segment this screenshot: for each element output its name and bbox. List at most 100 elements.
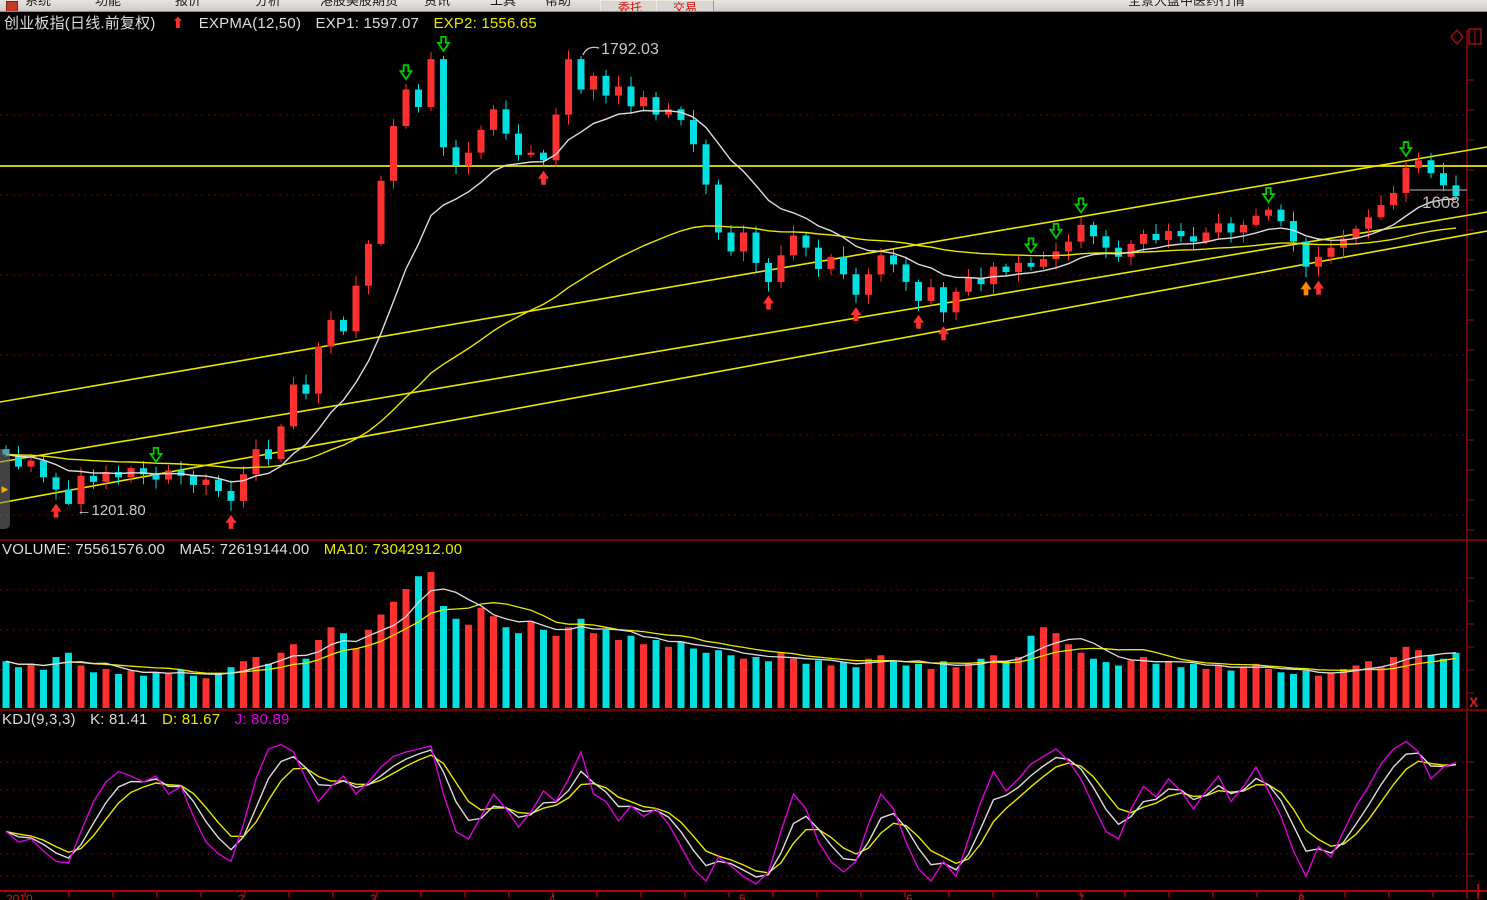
candle-body [227, 490, 235, 501]
volume-bar [540, 629, 547, 708]
candle-body [952, 291, 960, 313]
volume-bar [602, 629, 610, 708]
candle-body [1102, 236, 1110, 248]
candle-body [1315, 256, 1322, 267]
candle-body [1090, 224, 1097, 237]
volume-bar [552, 635, 560, 708]
trend-line[interactable] [0, 230, 1487, 504]
volume-bar [265, 663, 272, 708]
kdj-header: KDJ(9,3,3) K: 81.41 D: 81.67 J: 80.89 [2, 711, 300, 728]
volume-bar [1340, 668, 1347, 708]
trend-line[interactable] [0, 146, 1487, 403]
volume-bar [740, 658, 747, 708]
candle-body [490, 109, 497, 130]
volume-bar [865, 658, 872, 708]
menu-right-text[interactable]: 全景大盘中医药行情 [1128, 0, 1246, 8]
volume-bar [1102, 662, 1110, 708]
volume-bar [627, 635, 635, 708]
sidebar-expand-tab[interactable]: ▶ [0, 449, 10, 529]
volume-bar [202, 678, 210, 708]
candle-body [740, 232, 747, 252]
volume-bar [1302, 670, 1310, 708]
volume-bar [665, 646, 672, 708]
buy-arrow-icon [225, 514, 237, 529]
volume-bar [2, 661, 10, 708]
x-axis-label: 8 [1298, 892, 1305, 900]
diamond-icon[interactable] [1450, 28, 1464, 46]
volume-bar [1127, 660, 1135, 708]
volume-bar [777, 652, 785, 708]
volume-bar [1177, 667, 1185, 708]
candle-body [640, 97, 647, 107]
candle-body [1277, 209, 1285, 222]
menu-item-quotes[interactable]: 报价 [175, 0, 202, 8]
volume-bar [752, 657, 760, 708]
menu-item-help[interactable]: 帮助 [545, 0, 572, 8]
volume-bar [102, 668, 110, 708]
trend-line[interactable] [0, 211, 1487, 463]
candle-body [590, 75, 597, 90]
candle-body [615, 86, 622, 96]
trade-button[interactable]: 交易 [656, 0, 714, 11]
candle-body [140, 468, 147, 475]
volume-bar [1402, 646, 1410, 708]
main-chart-header: 创业板指(日线.前复权) ⬆ EXPMA(12,50) EXP1: 1597.07… [4, 12, 547, 33]
volume-bar [1390, 657, 1397, 708]
volume-bar [940, 661, 947, 708]
volume-bar [352, 648, 360, 708]
volume-bar [565, 627, 572, 708]
menu-item-news[interactable]: 资讯 [424, 0, 451, 8]
candle-body [1065, 241, 1072, 252]
candle-body [690, 119, 697, 145]
candle-body [852, 274, 860, 295]
volume-bar [1315, 675, 1322, 708]
volume-bar [1140, 657, 1147, 708]
candle-body [702, 144, 710, 185]
candle-body [365, 243, 372, 286]
menu-item-tools[interactable]: 工具 [490, 0, 517, 8]
volume-bar [952, 667, 960, 708]
candle-body [965, 278, 972, 292]
volume-bar [527, 621, 535, 708]
candle-body [865, 274, 872, 295]
volume-bar [465, 624, 472, 708]
volume-bar [140, 675, 147, 708]
menu-item-hk-us-futures[interactable]: 港股美股期货 [320, 0, 399, 8]
candle-body [265, 449, 272, 460]
menu-item-analysis[interactable]: 分析 [255, 0, 282, 8]
symbol-title: 创业板指(日线.前复权) [4, 15, 156, 32]
kdj-indicator-name[interactable]: KDJ(9,3,3) [2, 711, 76, 728]
buy-arrow-icon [850, 307, 862, 322]
candle-body [165, 470, 172, 480]
indicator-name[interactable]: EXPMA(12,50) [198, 15, 302, 32]
volume-bar [1290, 674, 1297, 708]
volume-bar [765, 661, 772, 708]
candle-body [90, 475, 97, 482]
volume-bar [215, 674, 222, 708]
candle-body [1252, 215, 1260, 225]
candle-body [1402, 167, 1410, 193]
order-button[interactable]: 委托 [600, 0, 660, 11]
candle-body [1340, 238, 1347, 248]
candle-body [1215, 223, 1222, 233]
menu-item-function[interactable]: 功能 [95, 0, 122, 8]
volume-ma10-line [5, 602, 1457, 674]
candle-body [627, 86, 635, 107]
candle-body [727, 232, 735, 252]
x-axis-label: 7 [1078, 892, 1085, 900]
volume-bar [402, 589, 410, 708]
volume-bar [65, 652, 72, 708]
menu-item-system[interactable]: 系统 [25, 0, 52, 8]
volume-bar [1427, 655, 1435, 708]
candle-body [40, 460, 47, 478]
candle-body [1390, 192, 1397, 206]
volume-bar [415, 576, 422, 708]
volume-bar [1265, 668, 1272, 708]
candle-body [327, 319, 335, 347]
buy-arrow-icon [538, 170, 549, 185]
kdj-k-line [5, 749, 1457, 878]
volume-bar [715, 650, 722, 708]
candle-body [1152, 234, 1160, 241]
volume-bar [452, 618, 460, 708]
